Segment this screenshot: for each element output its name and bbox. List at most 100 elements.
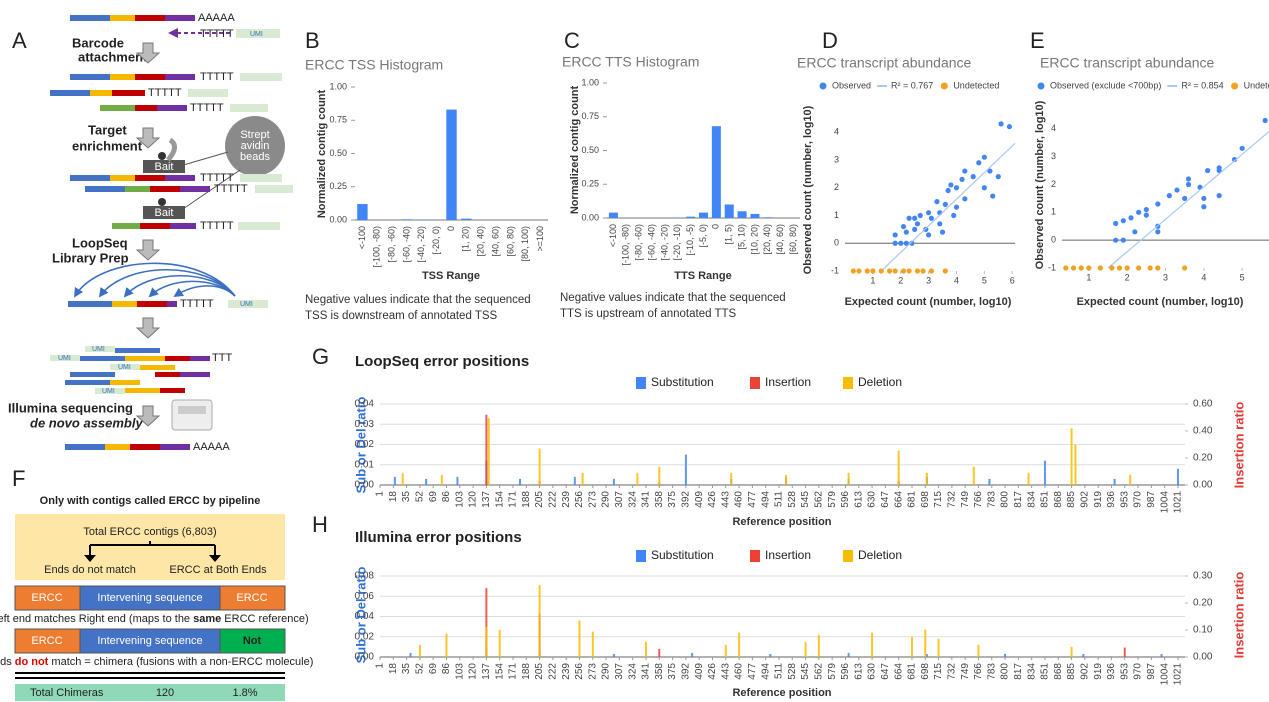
point: [1201, 195, 1207, 202]
y-tick-label: 1.00: [329, 81, 347, 91]
x-tick-label: 392: [681, 663, 692, 680]
point: [942, 268, 948, 274]
y-axis-label: Sub or Del ratio: [353, 397, 368, 494]
point: [909, 240, 915, 246]
position-bar: [401, 472, 404, 485]
legend-label: Undetected: [1244, 80, 1269, 90]
x-tick-label: 137: [481, 491, 492, 508]
x-tick-label: 5: [982, 275, 987, 285]
position-bar: [897, 450, 900, 485]
x-tick-label: <-100: [608, 224, 618, 247]
x-tick-label: 715: [933, 663, 944, 680]
x-tick-label: 341: [641, 491, 652, 508]
x-tick-label: 613: [853, 491, 864, 508]
molecule: [65, 444, 190, 450]
legend-label: R² = 0.767: [891, 80, 933, 90]
x-tick-label: 205: [534, 491, 545, 508]
umi: UMI: [102, 388, 115, 395]
note: Negative values indicate that the sequen…: [305, 294, 531, 306]
bar: [608, 212, 618, 218]
x-tick-label: 1: [375, 491, 386, 497]
x-tick-label: 800: [1000, 663, 1011, 680]
point: [1166, 193, 1172, 199]
position-bar: [785, 474, 788, 485]
legend-label: Deletion: [858, 548, 902, 562]
y-tick-label: 0.04: [355, 611, 375, 622]
position-bar: [519, 478, 522, 485]
y2-tick-label: 0.00: [1193, 480, 1213, 491]
y-tick-label: 3: [1051, 151, 1056, 161]
point: [1182, 195, 1188, 202]
point: [951, 212, 957, 219]
poly-t: TTTTT: [214, 183, 248, 195]
y-tick-label: -1: [1048, 262, 1056, 272]
position-bar: [612, 653, 615, 657]
x-tick-label: 494: [760, 663, 771, 680]
x-tick-label: 528: [787, 491, 798, 508]
y-axis-label: Normalized contig count: [569, 85, 581, 214]
point: [878, 268, 884, 274]
branch-left: Ends do not match: [44, 564, 136, 576]
bar: [357, 204, 368, 220]
x-tick-label: 273: [587, 663, 598, 680]
x-tick-label: 511: [774, 491, 785, 507]
x-tick-label: 936: [1106, 663, 1117, 680]
point: [981, 154, 987, 160]
caption-part: do not: [15, 656, 49, 668]
y-tick-label: 0.00: [355, 652, 375, 663]
x-tick-label: 885: [1066, 491, 1077, 508]
point: [912, 215, 918, 221]
point: [934, 199, 940, 205]
y-tick-label: 0.04: [355, 399, 375, 410]
x-tick-label: 1004: [1159, 663, 1170, 686]
y-tick-label: 0.02: [355, 631, 375, 642]
position-bar: [612, 478, 615, 485]
x-tick-label: 3: [926, 275, 931, 285]
position-bar: [1176, 468, 1179, 485]
molecule: [50, 89, 228, 97]
x-tick-label: 1021: [1173, 491, 1184, 514]
x-tick-label: 341: [641, 663, 652, 680]
x-tick-label: 783: [986, 663, 997, 680]
x-tick-label: 35: [401, 491, 412, 503]
x-tick-label: 2: [898, 275, 903, 285]
legend-swatch: [636, 377, 646, 389]
point: [914, 221, 921, 227]
position-bar: [498, 629, 501, 657]
position-bar: [1074, 444, 1077, 485]
legend-label: Insertion: [765, 548, 811, 562]
x-tick-label: 766: [973, 663, 984, 680]
legend-label: Observed (exclude <700bp): [1050, 80, 1161, 90]
summary-label: Total Chimeras: [30, 687, 104, 699]
molecule: [100, 104, 268, 112]
step-label: enrichment: [72, 138, 143, 153]
umi: UMI: [250, 31, 263, 38]
point: [1201, 204, 1207, 210]
position-bar: [538, 585, 541, 657]
x-tick-label: 86: [441, 491, 452, 503]
point: [1113, 220, 1119, 227]
point: [1006, 124, 1013, 130]
x-tick-label: 0: [711, 224, 721, 229]
y2-tick-label: 0.20: [1193, 598, 1213, 609]
position-bar: [1160, 653, 1163, 657]
legend-swatch: [750, 377, 760, 389]
x-tick-label: [40, 60): [775, 224, 785, 255]
point: [1128, 215, 1134, 221]
point: [870, 268, 876, 274]
x-tick-label: 426: [707, 491, 718, 508]
x-tick-label: 460: [734, 491, 745, 508]
x-tick-label: 1: [1086, 272, 1091, 282]
x-tick-label: 137: [481, 663, 492, 680]
x-tick-label: 324: [627, 491, 638, 508]
point: [1143, 212, 1149, 218]
x-tick-label: 171: [508, 663, 519, 680]
x-tick-label: [-80, -60): [386, 226, 396, 263]
tether: [179, 151, 229, 167]
poly-t: TTTTT: [148, 87, 182, 99]
position-bar: [804, 641, 807, 657]
bait: [143, 206, 185, 219]
x-tick-label: 681: [907, 491, 918, 508]
x-tick-label: 2: [1125, 272, 1130, 282]
note: TSS is downstream of annotated TSS: [305, 310, 498, 322]
